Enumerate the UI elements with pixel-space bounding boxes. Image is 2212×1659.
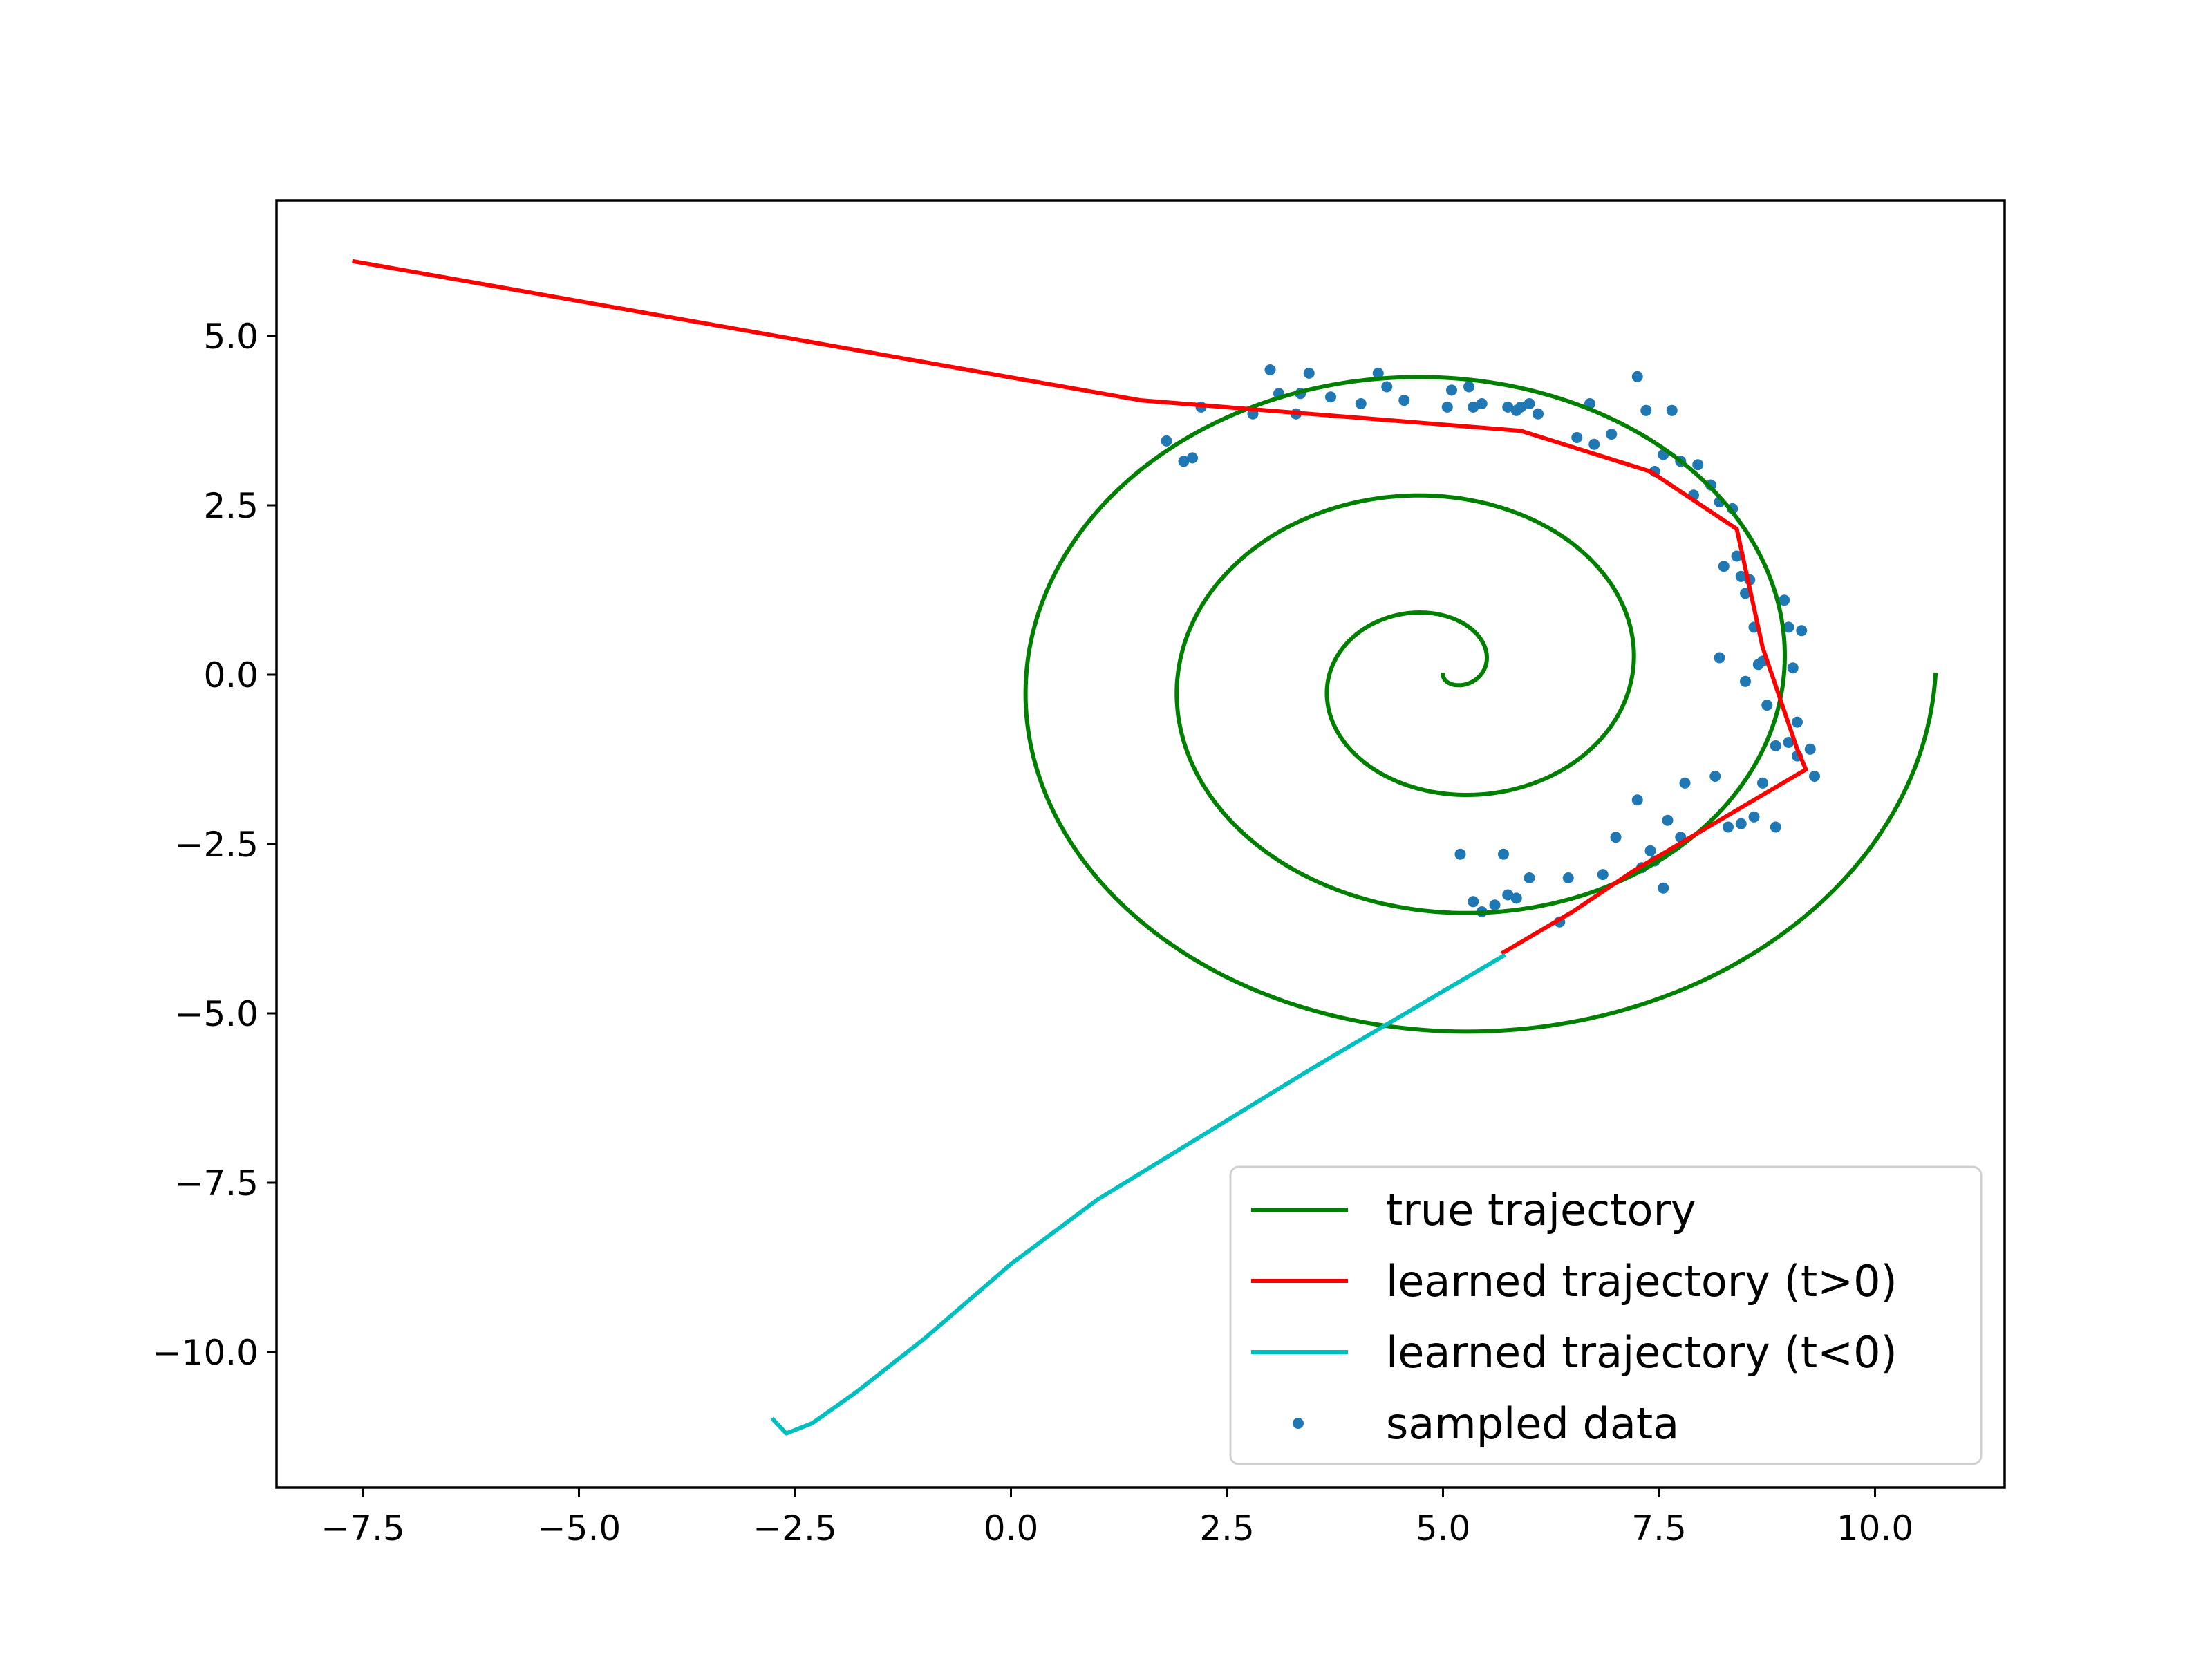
data-point bbox=[1441, 401, 1453, 413]
data-point bbox=[1502, 401, 1514, 413]
legend-label: sampled data bbox=[1386, 1398, 1679, 1449]
data-point bbox=[1178, 456, 1190, 467]
data-point bbox=[1571, 432, 1583, 443]
x-tick-label: 2.5 bbox=[1199, 1508, 1255, 1548]
data-point bbox=[1524, 398, 1535, 409]
data-point bbox=[1489, 899, 1501, 911]
data-point bbox=[1714, 652, 1725, 664]
data-point bbox=[1502, 889, 1514, 901]
x-axis: −7.5 −5.0 −2.5 0.0 2.5 5.0 7.5 10.0 bbox=[321, 1488, 1913, 1548]
data-point bbox=[1748, 811, 1760, 823]
data-point bbox=[1631, 371, 1643, 382]
data-point bbox=[1740, 675, 1751, 687]
y-tick-label: −10.0 bbox=[153, 1333, 259, 1373]
data-point bbox=[1770, 740, 1781, 751]
x-tick-label: 7.5 bbox=[1631, 1508, 1687, 1548]
legend: true trajectory learned trajectory (t>0) l… bbox=[1229, 1165, 1983, 1465]
data-point bbox=[1372, 367, 1384, 379]
data-point bbox=[1588, 438, 1600, 450]
data-point bbox=[1735, 818, 1747, 830]
data-point bbox=[1498, 848, 1509, 860]
data-point bbox=[1658, 882, 1669, 894]
legend-label: true trajectory bbox=[1386, 1185, 1696, 1235]
data-point bbox=[1325, 391, 1336, 403]
x-tick-label: −2.5 bbox=[753, 1508, 836, 1548]
data-point bbox=[1718, 561, 1730, 572]
data-point bbox=[1735, 570, 1747, 582]
data-point bbox=[1783, 621, 1794, 633]
legend-swatch bbox=[1293, 1418, 1304, 1429]
data-point bbox=[1398, 395, 1410, 406]
data-point bbox=[1631, 794, 1643, 806]
data-point bbox=[1731, 550, 1743, 562]
data-point bbox=[1264, 364, 1276, 375]
y-tick-label: 2.5 bbox=[203, 486, 259, 526]
data-point bbox=[1709, 771, 1721, 782]
legend-label: learned trajectory (t>0) bbox=[1386, 1256, 1897, 1306]
data-point bbox=[1303, 367, 1315, 379]
data-point bbox=[1796, 625, 1808, 637]
data-point bbox=[1640, 404, 1652, 416]
data-point bbox=[1787, 662, 1799, 674]
y-tick-label: −2.5 bbox=[175, 825, 259, 865]
data-point bbox=[1606, 429, 1618, 440]
y-axis: 5.0 2.5 0.0 −2.5 −5.0 −7.5 −10.0 bbox=[153, 317, 276, 1373]
data-point bbox=[1524, 872, 1535, 883]
y-tick-label: 0.0 bbox=[203, 655, 259, 695]
data-point bbox=[1804, 743, 1816, 755]
data-point bbox=[1610, 832, 1622, 843]
series-line-learned-trajectory-t-0 bbox=[352, 259, 1808, 955]
data-point bbox=[1187, 452, 1198, 464]
data-point bbox=[1761, 700, 1773, 711]
series-line-learned-trajectory-t-0 bbox=[770, 953, 1507, 1436]
data-point bbox=[1381, 381, 1393, 393]
y-tick-label: −5.0 bbox=[175, 994, 259, 1034]
y-tick-label: 5.0 bbox=[203, 317, 259, 357]
data-point bbox=[1662, 814, 1674, 826]
data-point bbox=[1468, 896, 1479, 908]
data-point bbox=[1779, 594, 1790, 606]
series-line-true-trajectory bbox=[1023, 375, 1938, 1034]
data-point bbox=[1533, 408, 1544, 420]
data-point bbox=[1515, 401, 1526, 413]
data-point bbox=[1770, 821, 1781, 833]
data-point bbox=[1463, 381, 1474, 393]
data-point bbox=[1161, 435, 1172, 447]
data-point bbox=[1757, 777, 1768, 789]
data-point bbox=[1679, 777, 1691, 789]
data-point bbox=[1454, 848, 1466, 860]
data-point bbox=[1783, 737, 1794, 748]
data-point bbox=[1476, 398, 1488, 409]
legend-box bbox=[1229, 1165, 1983, 1465]
data-point bbox=[1446, 384, 1457, 396]
x-tick-label: −7.5 bbox=[321, 1508, 404, 1548]
legend-label: learned trajectory (t<0) bbox=[1386, 1327, 1897, 1378]
data-point bbox=[1644, 845, 1656, 856]
data-point bbox=[1355, 398, 1367, 409]
x-tick-label: −5.0 bbox=[537, 1508, 621, 1548]
data-point bbox=[1666, 404, 1678, 416]
x-tick-label: 5.0 bbox=[1416, 1508, 1471, 1548]
data-point bbox=[1510, 892, 1522, 904]
data-point bbox=[1597, 869, 1609, 881]
y-tick-label: −7.5 bbox=[175, 1163, 259, 1203]
x-tick-label: 0.0 bbox=[984, 1508, 1039, 1548]
data-point bbox=[1468, 401, 1479, 413]
data-point bbox=[1562, 872, 1574, 883]
data-point bbox=[1809, 771, 1820, 782]
x-tick-label: 10.0 bbox=[1837, 1508, 1913, 1548]
data-point bbox=[1792, 716, 1803, 728]
data-point bbox=[1723, 821, 1734, 833]
series-layer bbox=[352, 259, 1938, 1436]
data-point bbox=[1692, 459, 1704, 471]
